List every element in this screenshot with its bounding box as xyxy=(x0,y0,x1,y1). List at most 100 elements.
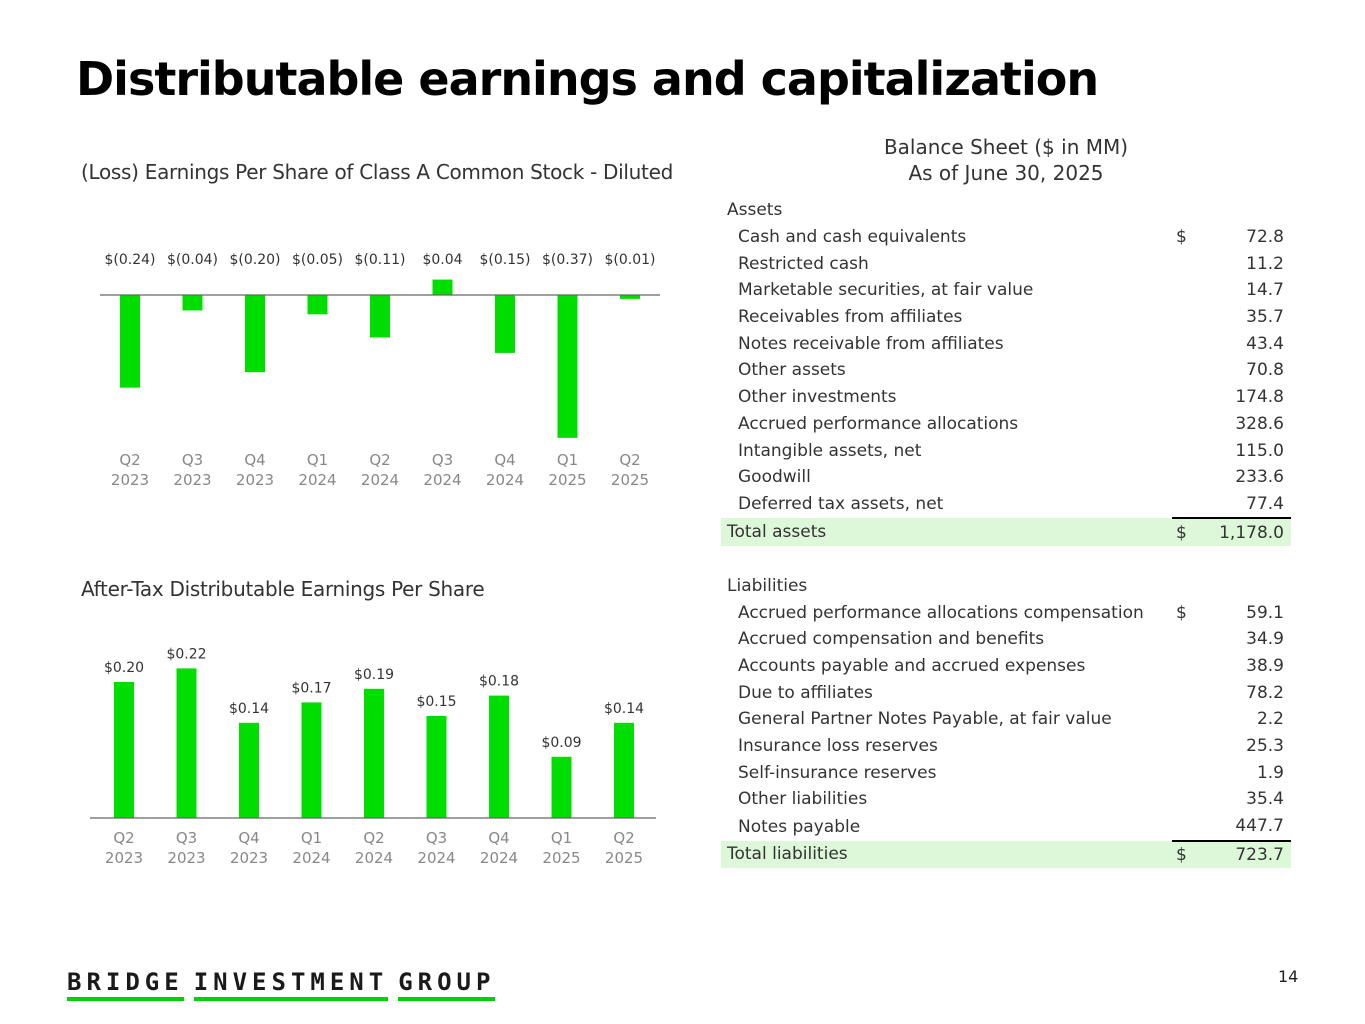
tick-label: Q2 xyxy=(369,451,390,469)
row-currency: $ xyxy=(1176,227,1187,248)
table-row: Other assets 70.8 xyxy=(721,357,1291,384)
row-label: Marketable securities, at fair value xyxy=(738,280,1034,301)
row-label: Goodwill xyxy=(738,467,811,488)
row-value: 233.6 xyxy=(1235,467,1284,488)
bar xyxy=(489,695,509,818)
table-row: Cash and cash equivalents $72.8 xyxy=(721,224,1291,251)
table-row: Self-insurance reserves 1.9 xyxy=(721,759,1291,786)
row-currency xyxy=(1172,679,1204,706)
tick-label: 2024 xyxy=(423,471,461,489)
data-label: $0.04 xyxy=(422,252,462,268)
row-label: Other liabilities xyxy=(738,789,868,810)
bar xyxy=(432,279,453,295)
row-value: 59.1 xyxy=(1246,602,1284,623)
table-row: Marketable securities, at fair value 14.7 xyxy=(721,277,1291,304)
tick-label: Q2 xyxy=(619,451,640,469)
row-currency xyxy=(1172,626,1204,653)
row-value: 35.4 xyxy=(1246,789,1284,810)
tick-label: Q3 xyxy=(432,451,453,469)
row-value: 43.4 xyxy=(1246,333,1284,354)
data-label: $0.15 xyxy=(416,694,456,710)
total-liabilities-row: Total liabilities $723.7 xyxy=(721,839,1291,869)
tick-label: Q1 xyxy=(551,829,572,847)
row-label: Intangible assets, net xyxy=(738,440,922,461)
row-value: 1.9 xyxy=(1256,762,1284,783)
table-row: Accounts payable and accrued expenses 38.… xyxy=(721,653,1291,680)
table-row: Restricted cash 11.2 xyxy=(721,250,1291,277)
assets-heading-row: Assets xyxy=(721,197,1291,224)
row-label: Insurance loss reserves xyxy=(738,736,938,757)
table-row: Notes receivable from affiliates 43.4 xyxy=(721,330,1291,357)
liabilities-heading-row: Liabilities xyxy=(721,573,1291,600)
tick-label: Q3 xyxy=(182,451,203,469)
tick-label: 2023 xyxy=(167,849,205,867)
row-currency xyxy=(1172,653,1204,680)
tick-label: Q2 xyxy=(113,829,134,847)
tick-label: 2024 xyxy=(480,849,518,867)
table-row: Other investments 174.8 xyxy=(721,384,1291,411)
tick-label: 2024 xyxy=(355,849,393,867)
bar xyxy=(114,682,134,818)
data-label: $0.14 xyxy=(229,701,269,717)
data-label: $(0.05) xyxy=(292,252,343,268)
row-label: Self-insurance reserves xyxy=(738,762,937,783)
tick-label: 2025 xyxy=(605,849,643,867)
company-logo: BRIDGE INVESTMENT GROUP xyxy=(67,968,496,1001)
table-row: Accrued performance allocations 328.6 xyxy=(721,411,1291,438)
row-value: 35.7 xyxy=(1246,307,1284,328)
row-value: 447.7 xyxy=(1235,816,1284,837)
bar xyxy=(620,295,640,299)
total-label: Total assets xyxy=(721,518,1172,546)
tick-label: Q1 xyxy=(301,829,322,847)
row-label: Notes payable xyxy=(738,816,861,837)
tick-label: Q4 xyxy=(244,451,265,469)
row-value: 38.9 xyxy=(1246,656,1284,677)
row-currency xyxy=(1172,464,1204,491)
row-currency xyxy=(1172,304,1204,331)
row-currency xyxy=(1172,706,1204,733)
row-label: General Partner Notes Payable, at fair v… xyxy=(738,709,1112,730)
row-label: Deferred tax assets, net xyxy=(738,494,944,515)
tick-label: Q1 xyxy=(307,451,328,469)
bar xyxy=(614,722,634,818)
de-chart-title: After-Tax Distributable Earnings Per Sha… xyxy=(81,577,485,601)
balance-sheet-table: Assets Cash and cash equivalents $72.8 Rest… xyxy=(721,197,1291,869)
data-label: $0.20 xyxy=(104,660,144,676)
row-value: 174.8 xyxy=(1235,387,1284,408)
row-value: 25.3 xyxy=(1246,736,1284,757)
table-row: Accrued performance allocations compensa… xyxy=(721,599,1291,626)
table-row: Deferred tax assets, net 77.4 xyxy=(721,491,1291,519)
table-row: General Partner Notes Payable, at fair v… xyxy=(721,706,1291,733)
bar xyxy=(176,668,197,818)
bar xyxy=(370,295,390,338)
row-value: 115.0 xyxy=(1235,440,1284,461)
eps-chart: $(0.24) Q2 2023 $(0.04) Q3 2023 $(0.20) Q4 2023 $… xyxy=(100,252,660,489)
de-chart: $0.20 Q2 2023 $0.22 Q3 2023 $0.14 Q4 2023 $0.17 Q1… xyxy=(90,646,656,867)
row-label: Other assets xyxy=(738,360,846,381)
tick-label: 2025 xyxy=(542,849,580,867)
row-label: Accounts payable and accrued expenses xyxy=(738,656,1086,677)
row-label: Cash and cash equivalents xyxy=(738,227,967,248)
table-row: Receivables from affiliates 35.7 xyxy=(721,304,1291,331)
total-label: Total liabilities xyxy=(721,840,1172,869)
bar xyxy=(301,702,322,818)
row-currency xyxy=(1172,813,1204,841)
row-currency xyxy=(1172,759,1204,786)
data-label: $(0.01) xyxy=(604,252,655,268)
row-label: Accrued compensation and benefits xyxy=(738,629,1045,650)
row-label: Due to affiliates xyxy=(738,682,873,703)
logo-word: INVESTMENT xyxy=(193,968,389,1001)
logo-word: GROUP xyxy=(398,968,496,1001)
balance-sheet-header: Balance Sheet ($ in MM) As of June 30, 2… xyxy=(720,134,1292,186)
table-row: Goodwill 233.6 xyxy=(721,464,1291,491)
tick-label: 2023 xyxy=(230,849,268,867)
row-value: 14.7 xyxy=(1246,280,1284,301)
total-assets-row: Total assets $1,178.0 xyxy=(721,517,1291,546)
row-label: Accrued performance allocations compensa… xyxy=(738,602,1144,623)
row-value: 78.2 xyxy=(1246,682,1284,703)
logo-word: BRIDGE xyxy=(67,968,184,1001)
data-label: $0.09 xyxy=(541,735,581,751)
tick-label: Q2 xyxy=(119,451,140,469)
total-value: 1,178.0 xyxy=(1204,517,1291,546)
row-value: 72.8 xyxy=(1246,227,1284,248)
